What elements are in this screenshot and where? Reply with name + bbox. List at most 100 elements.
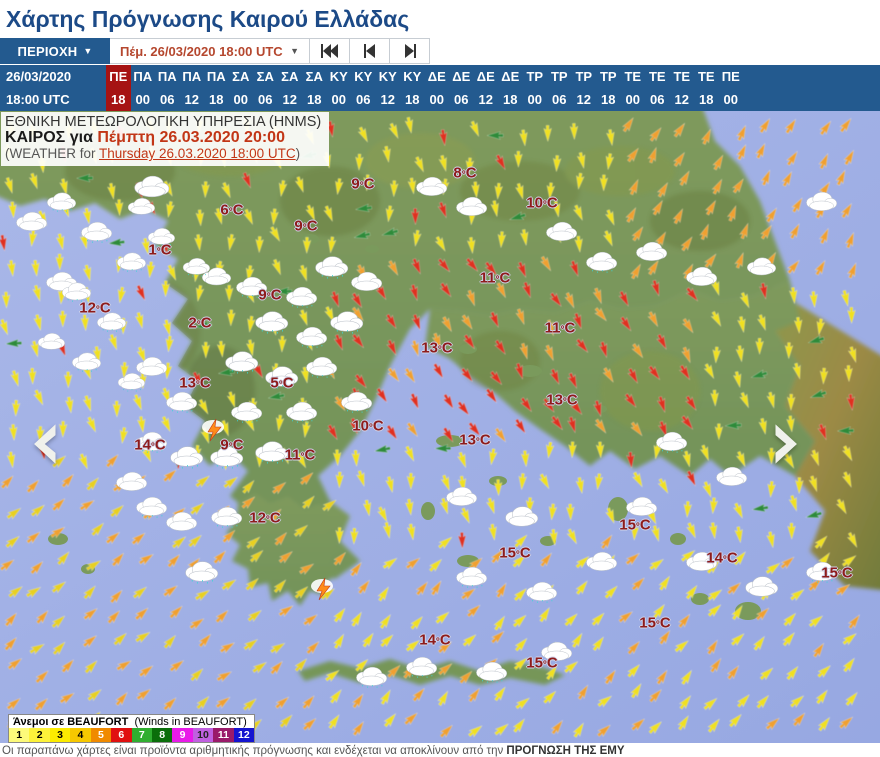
svg-text:': ' — [292, 305, 294, 311]
svg-text:': ' — [597, 271, 599, 277]
svg-text:': ' — [316, 346, 318, 352]
svg-text:': ' — [86, 299, 87, 305]
svg-text:': ' — [267, 462, 269, 468]
svg-text:': ' — [321, 345, 323, 351]
svg-text:': ' — [217, 466, 219, 472]
svg-text:': ' — [156, 451, 158, 457]
svg-text:': ' — [231, 526, 233, 532]
svg-text:': ' — [311, 420, 313, 426]
svg-text:': ' — [237, 372, 239, 378]
svg-text:': ' — [136, 390, 137, 396]
svg-text:': ' — [232, 467, 234, 473]
svg-text:': ' — [487, 681, 489, 687]
svg-text:': ' — [592, 270, 594, 276]
svg-text:': ' — [347, 331, 349, 337]
svg-text:': ' — [222, 467, 224, 473]
svg-text:': ' — [123, 269, 124, 275]
svg-text:': ' — [272, 386, 274, 392]
svg-text:': ' — [347, 410, 349, 416]
svg-text:': ' — [106, 240, 108, 246]
svg-text:': ' — [156, 516, 158, 522]
svg-text:': ' — [96, 369, 97, 375]
svg-text:': ' — [202, 581, 204, 587]
svg-text:': ' — [166, 245, 167, 251]
svg-text:': ' — [142, 515, 144, 521]
svg-text:': ' — [277, 332, 279, 338]
svg-text:': ' — [71, 209, 72, 215]
svg-text:': ' — [481, 585, 483, 591]
svg-text:': ' — [172, 410, 174, 416]
svg-text:': ' — [482, 680, 484, 686]
svg-text:': ' — [297, 306, 299, 312]
svg-text:': ' — [187, 466, 189, 472]
svg-text:': ' — [136, 271, 137, 277]
svg-text:': ' — [476, 586, 478, 592]
svg-text:': ' — [237, 466, 239, 472]
svg-text:': ' — [77, 299, 78, 305]
svg-text:': ' — [141, 269, 142, 275]
svg-text:': ' — [53, 209, 54, 215]
svg-text:': ' — [251, 421, 253, 427]
svg-text:': ' — [606, 271, 608, 277]
svg-text:': ' — [267, 332, 269, 338]
svg-text:': ' — [361, 411, 363, 417]
svg-text:': ' — [147, 451, 149, 457]
svg-text:': ' — [186, 411, 188, 417]
svg-text:': ' — [306, 421, 308, 427]
svg-text:': ' — [161, 243, 162, 249]
svg-text:': ' — [131, 388, 132, 394]
svg-text:': ' — [412, 675, 414, 681]
svg-text:': ' — [192, 467, 194, 473]
svg-text:': ' — [123, 388, 124, 394]
svg-text:': ' — [831, 580, 833, 586]
svg-text:': ' — [242, 295, 244, 301]
svg-text:': ' — [826, 581, 828, 587]
svg-text:': ' — [192, 275, 193, 281]
svg-text:': ' — [272, 461, 274, 467]
svg-text:': ' — [327, 277, 329, 283]
svg-text:': ' — [362, 685, 364, 691]
svg-text:': ' — [147, 516, 149, 522]
svg-text:': ' — [306, 306, 308, 312]
svg-text:': ' — [161, 450, 163, 456]
svg-text:': ' — [103, 329, 104, 335]
svg-text:': ' — [307, 346, 309, 352]
svg-text:': ' — [262, 331, 264, 337]
svg-text:': ' — [302, 345, 304, 351]
svg-text:': ' — [87, 369, 88, 375]
svg-text:': ' — [367, 686, 369, 692]
svg-text:': ' — [140, 388, 141, 394]
svg-text:': ' — [142, 450, 144, 456]
svg-text:': ' — [78, 369, 79, 375]
svg-text:': ' — [232, 371, 234, 377]
svg-text:': ' — [242, 421, 244, 427]
svg-text:': ' — [92, 241, 94, 247]
svg-text:': ' — [357, 331, 359, 337]
svg-text:': ' — [191, 410, 193, 416]
svg-text:': ' — [282, 461, 284, 467]
svg-text:': ' — [297, 421, 299, 427]
svg-text:': ' — [222, 526, 224, 532]
svg-text:': ' — [537, 601, 539, 607]
svg-text:': ' — [153, 243, 154, 249]
svg-text:': ' — [107, 331, 108, 337]
svg-text:': ' — [381, 685, 383, 691]
svg-text:': ' — [196, 273, 197, 279]
svg-text:': ' — [287, 387, 289, 393]
svg-text:': ' — [237, 420, 239, 426]
svg-text:': ' — [182, 467, 184, 473]
svg-text:': ' — [462, 585, 464, 591]
svg-text:': ' — [205, 273, 206, 279]
svg-text:': ' — [132, 269, 133, 275]
svg-text:': ' — [467, 586, 469, 592]
svg-text:': ' — [192, 581, 194, 587]
svg-text:': ' — [188, 273, 189, 279]
svg-text:': ' — [551, 600, 553, 606]
svg-text:': ' — [201, 275, 202, 281]
svg-text:': ' — [127, 390, 128, 396]
svg-text:': ' — [546, 601, 548, 607]
svg-text:': ' — [91, 371, 92, 377]
svg-text:': ' — [282, 331, 284, 337]
svg-text:': ' — [317, 376, 319, 382]
svg-text:': ' — [676, 451, 678, 457]
